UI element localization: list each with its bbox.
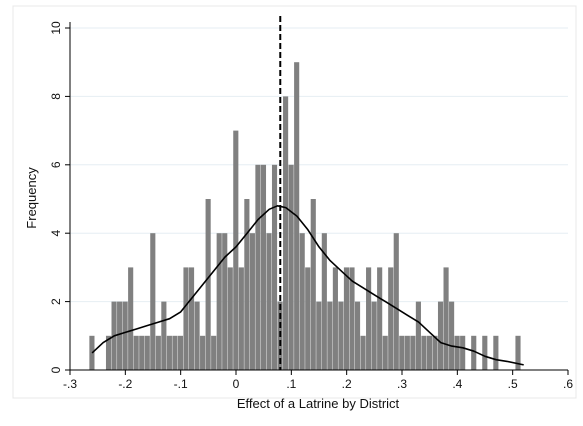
y-tick-label: 6 — [49, 161, 63, 168]
histogram-bar — [188, 267, 195, 370]
histogram-bar — [454, 335, 460, 370]
histogram-bar — [460, 335, 466, 370]
histogram-bar — [360, 335, 366, 370]
histogram-bar — [227, 267, 233, 370]
histogram-bar — [249, 233, 255, 370]
histogram-bar — [216, 233, 222, 370]
histogram-bar — [377, 267, 383, 370]
histogram-bar — [437, 301, 444, 370]
x-tick-label: 0 — [233, 377, 240, 391]
histogram-bar — [288, 164, 294, 370]
histogram-bar — [177, 335, 184, 370]
x-axis-label: Effect of a Latrine by District — [237, 396, 400, 411]
histogram-bar — [515, 335, 521, 370]
y-tick-label: 0 — [49, 366, 63, 373]
histogram-bar — [321, 233, 327, 370]
histogram-bar — [166, 335, 172, 370]
histogram-bar — [410, 335, 416, 370]
x-tick-label: .4 — [452, 377, 462, 391]
histogram-bar — [349, 267, 355, 370]
y-tick-label: 2 — [49, 298, 63, 305]
histogram-bar — [399, 335, 405, 370]
histogram-bar — [393, 233, 399, 370]
histogram-bar — [122, 301, 128, 370]
histogram-bar — [327, 301, 333, 370]
histogram-bar — [133, 335, 139, 370]
x-tick-label: -.3 — [63, 377, 77, 391]
histogram-bar — [117, 301, 123, 370]
histogram-bar — [338, 301, 344, 370]
histogram-bar — [283, 96, 289, 371]
histogram-bar — [211, 335, 217, 370]
histogram-bar — [128, 267, 134, 370]
histogram-bar — [200, 335, 206, 370]
histogram-bar — [426, 335, 433, 370]
histogram-bar — [432, 335, 438, 370]
histogram-bar — [482, 335, 488, 370]
histogram-bar — [183, 267, 189, 370]
y-tick-label: 8 — [49, 93, 63, 100]
histogram-bar — [172, 335, 178, 370]
histogram-bar — [388, 267, 394, 370]
axes: 0 2 4 6 8 10 -.3 -.2 -.1 0 .1 .2 .3 .4 .5 .6 — [49, 21, 573, 391]
histogram-bar — [271, 164, 278, 370]
x-tick-label: .2 — [342, 377, 352, 391]
histogram-bar — [105, 335, 112, 370]
histogram-bar — [382, 335, 388, 370]
histogram-bar — [238, 267, 244, 370]
y-axis-label: Frequency — [24, 167, 39, 229]
x-tick-label: -.2 — [118, 377, 132, 391]
histogram-bar — [150, 233, 156, 370]
x-tick-label: .3 — [397, 377, 407, 391]
histogram-bar — [443, 267, 449, 370]
histogram-bar — [366, 267, 372, 370]
histogram-bar — [332, 267, 338, 370]
histogram-bar — [194, 301, 200, 370]
histogram-bar — [493, 335, 499, 370]
x-tick-label: .1 — [286, 377, 296, 391]
histogram-bar — [222, 233, 228, 370]
histogram-bar — [89, 335, 95, 370]
histogram-bar — [139, 335, 145, 370]
histogram-bar — [449, 301, 455, 370]
histogram-bar — [255, 164, 261, 370]
histogram-bar — [205, 199, 211, 370]
histogram-bar — [299, 233, 305, 370]
histogram-bar — [305, 267, 311, 370]
histogram-bar — [471, 335, 477, 370]
histogram-bar — [144, 335, 150, 370]
histogram-bar — [266, 233, 272, 370]
histogram-bar — [371, 301, 377, 370]
histogram-bar — [415, 301, 421, 370]
x-tick-label: -.1 — [174, 377, 188, 391]
y-tick-label: 4 — [49, 230, 63, 237]
x-tick-label: .6 — [563, 377, 573, 391]
density-curve — [91, 205, 524, 366]
histogram-bars — [89, 62, 521, 371]
histogram-bar — [155, 335, 161, 370]
histogram-bar — [354, 301, 361, 370]
histogram-bar — [233, 130, 239, 370]
histogram-bar — [421, 335, 427, 370]
histogram-bar — [310, 199, 316, 370]
histogram-bar — [343, 267, 350, 370]
histogram-bar — [244, 199, 250, 370]
histogram-bar — [260, 164, 267, 370]
x-tick-label: .5 — [508, 377, 518, 391]
y-tick-label: 10 — [49, 21, 63, 35]
histogram-bar — [404, 335, 410, 370]
histogram-bar — [161, 301, 167, 370]
histogram-bar — [316, 301, 322, 370]
kernel-density-line — [91, 205, 524, 366]
